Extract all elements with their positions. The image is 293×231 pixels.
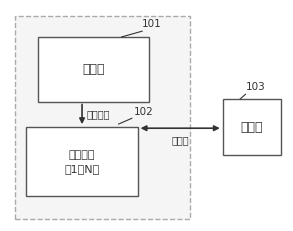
Bar (38, 37, 149, 102)
Text: 测试终端
（1＾N）: 测试终端 （1＾N） (64, 150, 100, 174)
Bar (15, 16, 190, 219)
Text: 服务器: 服务器 (241, 121, 263, 134)
Text: 测试信号: 测试信号 (86, 109, 110, 119)
Bar (223, 99, 281, 155)
Text: 信号源: 信号源 (83, 63, 105, 76)
Bar (26, 127, 138, 196)
Text: 103: 103 (246, 82, 266, 92)
Text: 101: 101 (142, 19, 162, 29)
Text: 102: 102 (133, 107, 153, 117)
Text: 互联网: 互联网 (171, 135, 189, 145)
